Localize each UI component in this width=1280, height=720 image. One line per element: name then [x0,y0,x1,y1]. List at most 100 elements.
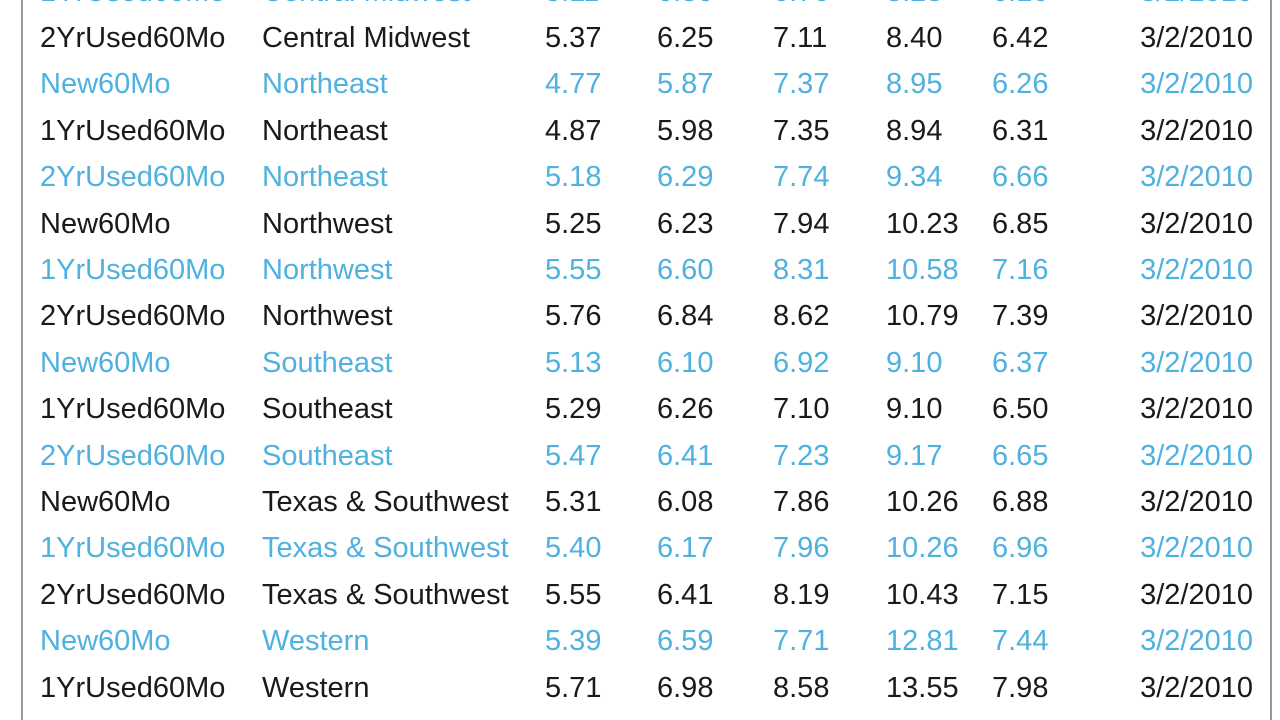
table-cell: 6.50 [992,393,1049,426]
table-cell: 2YrUsed60Mo [40,578,226,611]
table-cell: 6.88 [992,486,1049,518]
table-cell: 7.96 [773,532,830,565]
table-cell: 5.13 [545,346,602,379]
table-cell: 3/2/2010 [1140,0,1253,10]
table-cell: 6.29 [657,161,714,194]
table-cell: 7.94 [773,207,830,240]
table-cell: New60Mo [40,68,171,101]
table-border [1270,0,1272,720]
table-cell: 6.17 [657,532,714,565]
table-cell: 3/2/2010 [1140,625,1253,658]
table-cell: Northeast [262,114,388,147]
table-cell: 8.62 [773,300,830,333]
table-cell: 7.44 [992,625,1049,658]
table-cell: 6.76 [773,0,829,10]
table-cell: 6.85 [992,207,1049,240]
table-cell: 10.58 [886,254,959,286]
table-cell: 7.23 [773,439,830,472]
table-cell: 6.25 [657,22,714,54]
table-cell: 5.11 [545,0,599,10]
table-cell: 8.58 [773,671,830,704]
table-cell: 3/2/2010 [1140,346,1253,379]
table-cell: 6.31 [992,114,1049,147]
table-cell: 6.37 [992,346,1049,379]
table-cell: 3/2/2010 [1140,114,1253,147]
table-cell: 7.71 [773,625,830,658]
table-cell: 2YrUsed60Mo [40,22,226,54]
table-cell: Central Midwest [262,0,470,10]
table-cell: 6.92 [773,346,830,379]
table-cell: 7.35 [773,114,830,147]
table-cell: Southeast [262,393,393,426]
table-cell: 2YrUsed60Mo [40,161,226,194]
table-cell: 8.40 [886,22,943,54]
table-cell: 3/2/2010 [1140,68,1253,101]
table-cell: 7.15 [992,578,1049,611]
table-cell: 6.42 [992,22,1049,54]
table-cell: 1YrUsed60Mo [40,532,226,565]
table-cell: 9.10 [886,346,943,379]
table-cell: Northeast [262,161,388,194]
table-cell: 7.98 [992,671,1049,704]
table-cell: 3/2/2010 [1140,393,1253,426]
table-cell: 1YrUsed60Mo [40,114,226,147]
table-cell: 6.41 [657,439,714,472]
table-cell: 4.87 [545,114,602,147]
table-cell: Southeast [262,439,393,472]
table-cell: 6.26 [992,68,1049,101]
table-cell: 3/2/2010 [1140,207,1253,240]
table-cell: 5.71 [545,671,602,704]
table-cell: 5.39 [545,625,602,658]
table-cell: 10.43 [886,578,959,611]
table-cell: Northwest [262,300,393,333]
table-cell: 3/2/2010 [1140,578,1253,611]
table-cell: 5.29 [545,393,602,426]
table-cell: 10.26 [886,486,959,518]
table-cell: 5.76 [545,300,602,333]
table-cell: 7.16 [992,254,1049,286]
table-cell: 5.31 [545,486,602,518]
table-cell: New60Mo [40,486,171,518]
table-cell: 6.59 [657,625,714,658]
table-cell: 5.25 [545,207,602,240]
table-cell: 3/2/2010 [1140,532,1253,565]
table-cell: 1YrUsed60Mo [40,0,225,10]
table-cell: 6.23 [657,207,714,240]
table-cell: 4.77 [545,68,602,101]
table-cell: 12.81 [886,625,959,658]
table-cell: Texas & Southwest [262,578,509,611]
table-border [21,0,23,720]
table-cell: 6.66 [992,161,1049,194]
table-cell: Texas & Southwest [262,486,509,518]
table-cell: 7.86 [773,486,830,518]
table-cell: New60Mo [40,625,171,658]
table-cell: 13.55 [886,671,959,704]
table-cell: 7.37 [773,68,830,101]
table-cell: 8.94 [886,114,943,147]
table-cell: 3/2/2010 [1140,439,1253,472]
table-cell: 7.11 [773,22,828,54]
table-cell: Southeast [262,346,393,379]
table-cell: 3/2/2010 [1140,22,1253,54]
table-cell: 6.84 [657,300,714,333]
table-cell: 5.55 [545,578,602,611]
table-cell: 3/2/2010 [1140,300,1253,333]
table-cell: 7.74 [773,161,830,194]
table-cell: 1YrUsed60Mo [40,393,226,426]
table-cell: 7.10 [773,393,830,426]
table-cell: Texas & Southwest [262,532,509,565]
table-cell: Western [262,671,370,704]
table-cell: 1YrUsed60Mo [40,671,226,704]
table-cell: New60Mo [40,346,171,379]
table-cell: 7.39 [992,300,1049,333]
table-cell: Northeast [262,68,388,101]
table-cell: 9.34 [886,161,943,194]
table-cell: 2YrUsed60Mo [40,439,226,472]
table-cell: New60Mo [40,207,171,240]
table-cell: 6.16 [992,0,1048,10]
table-cell: 5.37 [545,22,602,54]
table-cell: 8.28 [886,0,942,10]
table-cell: 5.47 [545,439,602,472]
table-cell: 5.98 [657,114,714,147]
